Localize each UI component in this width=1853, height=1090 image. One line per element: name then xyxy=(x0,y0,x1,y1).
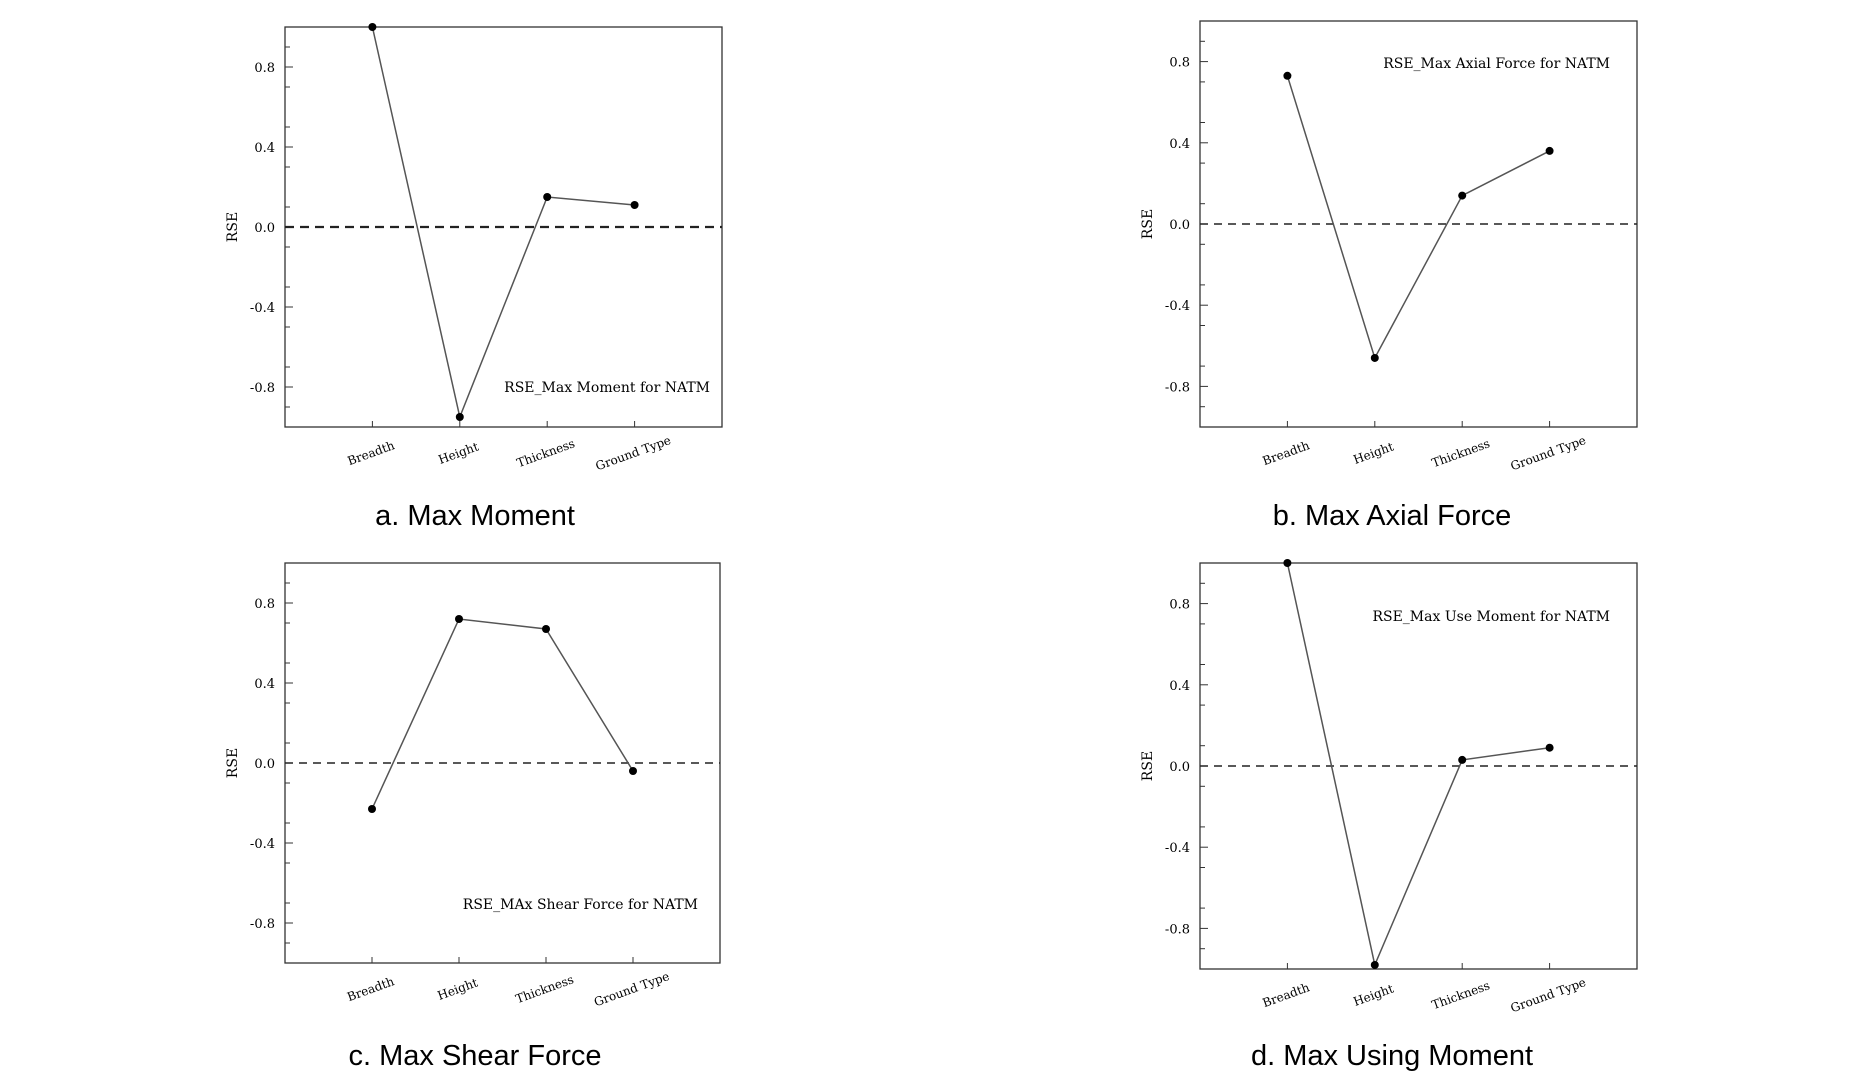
series-line xyxy=(1286,562,1550,968)
x-tick-label: Height xyxy=(1351,981,1395,1008)
y-tick-label: 0.8 xyxy=(254,61,275,76)
x-tick-label: Thickness xyxy=(515,436,577,470)
y-tick-label: -0.4 xyxy=(250,837,275,852)
y-tick-label: 0.0 xyxy=(254,221,275,236)
panel-caption: c. Max Shear Force xyxy=(348,1040,601,1072)
panel-caption: d. Max Using Moment xyxy=(1251,1040,1533,1072)
data-point xyxy=(1545,743,1554,752)
chart-inset-title: RSE_Max Axial Force for NATM xyxy=(1383,56,1610,72)
panel-caption: a. Max Moment xyxy=(375,500,575,532)
data-point xyxy=(1458,191,1467,200)
data-point xyxy=(630,201,639,209)
y-tick-label: 0.8 xyxy=(254,597,275,612)
y-tick-label: -0.8 xyxy=(1165,380,1190,395)
y-tick-label: 0.4 xyxy=(1169,137,1190,152)
data-point xyxy=(455,615,463,623)
y-tick-label: 0.8 xyxy=(1169,56,1190,71)
x-tick-label: Ground Type xyxy=(1509,433,1588,473)
y-tick-label: -0.4 xyxy=(1165,841,1190,856)
x-tick-label: Ground Type xyxy=(594,433,673,473)
x-tick-label: Thickness xyxy=(1430,436,1492,470)
y-axis-label: RSE xyxy=(1140,751,1156,781)
y-tick-label: -0.4 xyxy=(1165,299,1190,314)
chart-panel-3: 0.8 0.4 0.0 -0.4 -0.8 RSE Breadth Height Thickne… xyxy=(225,562,721,1072)
chart-inset-title: RSE_Max Use Moment for NATM xyxy=(1372,609,1610,625)
data-point xyxy=(543,193,552,201)
chart-panel-1: 0.8 0.4 0.0 -0.4 -0.8 RSE Breadth Height Thickne… xyxy=(225,23,723,532)
data-point xyxy=(1458,755,1467,764)
y-tick-label: -0.4 xyxy=(250,301,275,316)
data-point xyxy=(368,805,376,813)
x-tick-label: Breadth xyxy=(1261,438,1312,468)
series-line xyxy=(1286,75,1550,360)
series-line xyxy=(371,26,635,420)
x-tick-label: Breadth xyxy=(345,974,396,1004)
data-point xyxy=(1370,960,1379,969)
data-point xyxy=(455,413,464,421)
x-tick-label: Thickness xyxy=(1430,978,1492,1012)
chart-inset-title: RSE_Max Moment for NATM xyxy=(504,380,710,396)
x-tick-label: Height xyxy=(436,975,480,1002)
chart-panel-4: 0.8 0.4 0.0 -0.4 -0.8 RSE Breadth Height Thickne… xyxy=(1140,559,1638,1072)
y-tick-label: 0.4 xyxy=(254,677,275,692)
y-tick-label: 0.4 xyxy=(1169,679,1190,694)
y-tick-label: -0.8 xyxy=(250,917,275,932)
data-point xyxy=(629,767,637,775)
y-tick-label: -0.8 xyxy=(250,381,275,396)
x-tick-label: Ground Type xyxy=(1509,975,1588,1015)
data-point xyxy=(1283,559,1292,567)
data-point xyxy=(542,625,550,633)
series-line xyxy=(371,618,634,810)
y-tick-label: 0.0 xyxy=(254,757,275,772)
x-tick-label: Breadth xyxy=(1261,980,1312,1010)
data-point xyxy=(368,23,377,31)
y-tick-label: 0.8 xyxy=(1169,598,1190,613)
y-tick-label: 0.0 xyxy=(1169,218,1190,233)
y-axis-label: RSE xyxy=(225,748,241,778)
y-tick-label: 0.4 xyxy=(254,141,275,156)
data-point xyxy=(1370,353,1379,362)
data-point xyxy=(1545,146,1554,155)
x-tick-label: Height xyxy=(436,439,480,466)
data-point xyxy=(1283,71,1292,80)
y-axis-label: RSE xyxy=(225,212,241,242)
x-tick-label: Breadth xyxy=(346,438,397,468)
x-tick-label: Thickness xyxy=(514,972,576,1006)
x-tick-label: Height xyxy=(1351,439,1395,466)
x-tick-label: Ground Type xyxy=(592,969,671,1009)
y-tick-label: 0.0 xyxy=(1169,760,1190,775)
chart-panel-2: 0.8 0.4 0.0 -0.4 -0.8 RSE Breadth Height Thickne… xyxy=(1140,20,1638,532)
chart-inset-title: RSE_MAx Shear Force for NATM xyxy=(463,897,698,913)
panel-caption: b. Max Axial Force xyxy=(1273,500,1512,532)
y-tick-label: -0.8 xyxy=(1165,922,1190,937)
y-axis-label: RSE xyxy=(1140,209,1156,239)
